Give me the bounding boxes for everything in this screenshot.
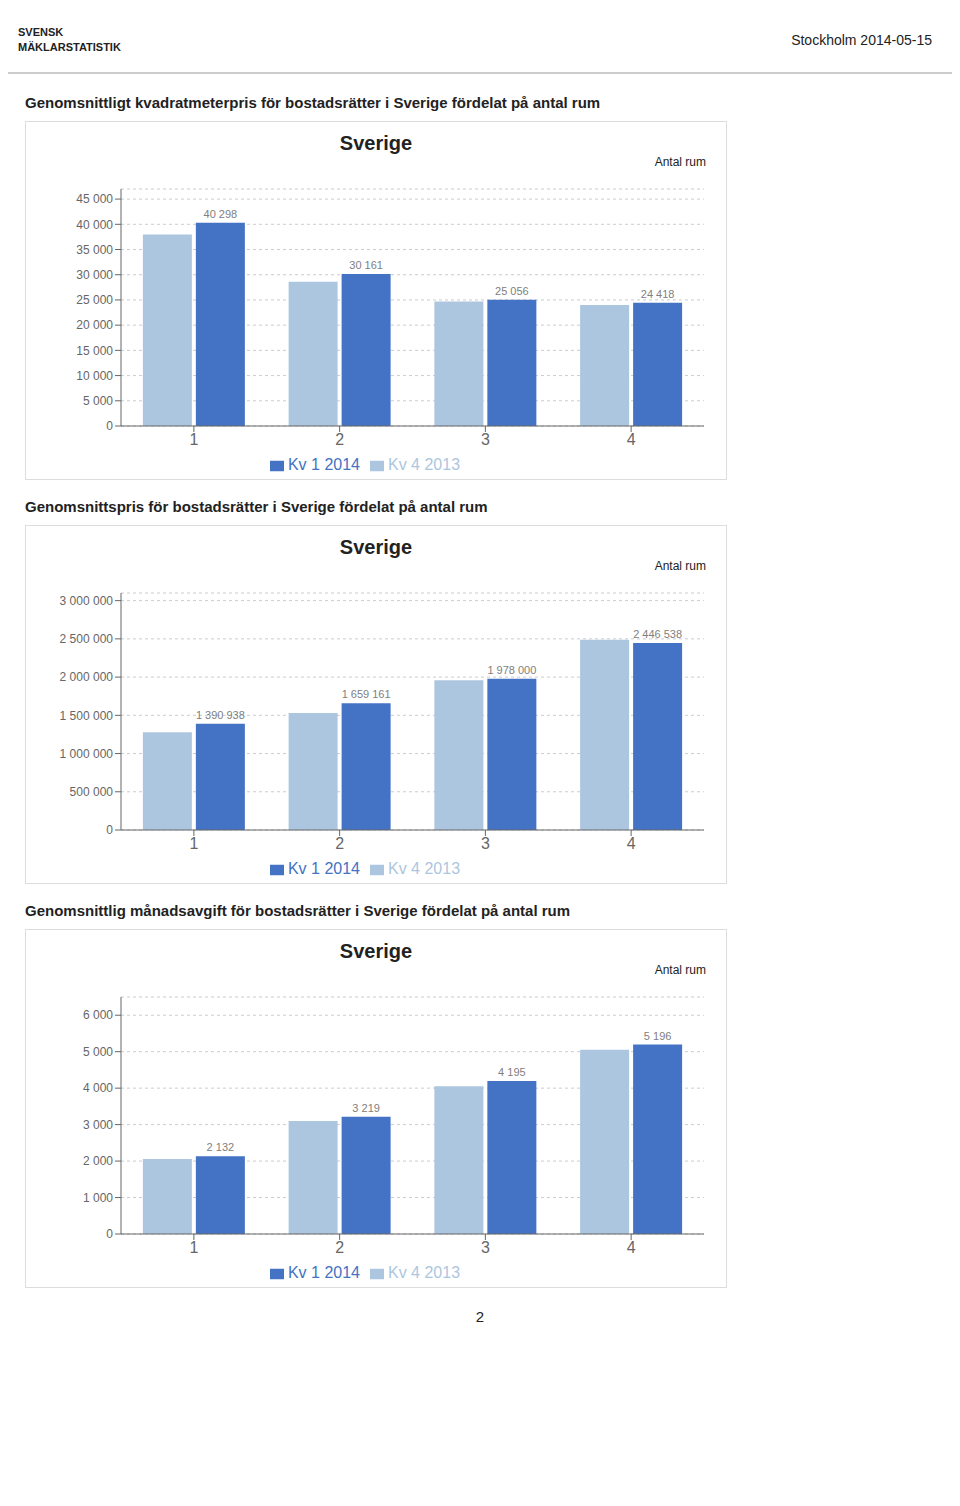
html-text:Antal rum: Antal rum bbox=[654, 155, 706, 169]
svg-text:25 000: 25 000 bbox=[76, 293, 113, 307]
html-text:Kv 4 2013: Kv 4 2013 bbox=[388, 456, 461, 473]
svg-text:40 298: 40 298 bbox=[204, 208, 238, 220]
svg-text:4 195: 4 195 bbox=[498, 1066, 526, 1078]
html-text:Genomsnittspris för bostadsrät: Genomsnittspris för bostadsrätter i Sver… bbox=[25, 498, 488, 515]
html-text:Kv 1 2014: Kv 1 2014 bbox=[287, 456, 360, 473]
svg-text:1 000 000: 1 000 000 bbox=[60, 747, 114, 761]
svg-text:2: 2 bbox=[335, 431, 344, 448]
svg-text:1 000: 1 000 bbox=[83, 1191, 113, 1205]
html-text:2: 2 bbox=[475, 1308, 485, 1325]
svg-text:0: 0 bbox=[106, 823, 113, 837]
svg-text:1 500 000: 1 500 000 bbox=[60, 709, 114, 723]
svg-text:4 000: 4 000 bbox=[83, 1081, 113, 1095]
svg-text:25 056: 25 056 bbox=[495, 285, 529, 297]
svg-text:4: 4 bbox=[627, 835, 636, 852]
svg-text:3 000: 3 000 bbox=[83, 1118, 113, 1132]
svg-text:5 196: 5 196 bbox=[644, 1030, 672, 1042]
svg-text:45 000: 45 000 bbox=[76, 192, 113, 206]
html-text:Sverige: Sverige bbox=[339, 536, 413, 558]
svg-text:1 390 938: 1 390 938 bbox=[196, 709, 245, 721]
svg-text:3 219: 3 219 bbox=[352, 1102, 380, 1114]
svg-text:1: 1 bbox=[189, 1239, 198, 1256]
html-text:Kv 4 2013: Kv 4 2013 bbox=[388, 1264, 461, 1281]
svg-text:1: 1 bbox=[189, 431, 198, 448]
svg-text:20 000: 20 000 bbox=[76, 318, 113, 332]
svg-text:2: 2 bbox=[335, 835, 344, 852]
html-text:Genomsnittlig månadsavgift för: Genomsnittlig månadsavgift för bostadsrä… bbox=[25, 902, 571, 919]
svg-text:30 161: 30 161 bbox=[349, 259, 383, 271]
html-text:Kv 1 2014: Kv 1 2014 bbox=[287, 1264, 360, 1281]
svg-text:15 000: 15 000 bbox=[76, 344, 113, 358]
svg-text:500 000: 500 000 bbox=[70, 785, 114, 799]
svg-text:2 500 000: 2 500 000 bbox=[60, 632, 114, 646]
svg-text:2 000: 2 000 bbox=[83, 1154, 113, 1168]
svg-text:24 418: 24 418 bbox=[641, 288, 675, 300]
svg-text:0: 0 bbox=[106, 1227, 113, 1241]
svg-text:5 000: 5 000 bbox=[83, 394, 113, 408]
svg-text:35 000: 35 000 bbox=[76, 243, 113, 257]
html-text:Sverige: Sverige bbox=[339, 132, 413, 154]
svg-text:1 978 000: 1 978 000 bbox=[487, 664, 536, 676]
svg-text:6 000: 6 000 bbox=[83, 1008, 113, 1022]
svg-text:2 000 000: 2 000 000 bbox=[60, 670, 114, 684]
svg-text:3: 3 bbox=[481, 1239, 490, 1256]
html-text:Kv 1 2014: Kv 1 2014 bbox=[287, 860, 360, 877]
svg-text:0: 0 bbox=[106, 419, 113, 433]
html-text:Kv 4 2013: Kv 4 2013 bbox=[388, 860, 461, 877]
svg-text:2 132: 2 132 bbox=[207, 1141, 235, 1153]
html-text:Stockholm 2014-05-15: Stockholm 2014-05-15 bbox=[791, 32, 932, 48]
svg-text:3 000 000: 3 000 000 bbox=[60, 594, 114, 608]
html-text:Antal rum: Antal rum bbox=[654, 559, 706, 573]
svg-text:4: 4 bbox=[627, 1239, 636, 1256]
html-text:Genomsnittligt kvadratmeterpri: Genomsnittligt kvadratmeterpris för bost… bbox=[25, 94, 601, 111]
html-text:SVENSK MÄKLARSTATISTIK: SVENSK MÄKLARSTATISTIK bbox=[18, 25, 121, 53]
svg-text:10 000: 10 000 bbox=[76, 369, 113, 383]
svg-text:30 000: 30 000 bbox=[76, 268, 113, 282]
svg-text:40 000: 40 000 bbox=[76, 218, 113, 232]
svg-text:1 659 161: 1 659 161 bbox=[342, 688, 391, 700]
svg-text:3: 3 bbox=[481, 431, 490, 448]
html-text:Sverige: Sverige bbox=[339, 940, 413, 962]
svg-text:3: 3 bbox=[481, 835, 490, 852]
svg-text:5 000: 5 000 bbox=[83, 1045, 113, 1059]
html-text:Antal rum: Antal rum bbox=[654, 963, 706, 977]
svg-text:4: 4 bbox=[627, 431, 636, 448]
svg-text:1: 1 bbox=[189, 835, 198, 852]
svg-text:2: 2 bbox=[335, 1239, 344, 1256]
svg-text:2 446 538: 2 446 538 bbox=[633, 628, 682, 640]
